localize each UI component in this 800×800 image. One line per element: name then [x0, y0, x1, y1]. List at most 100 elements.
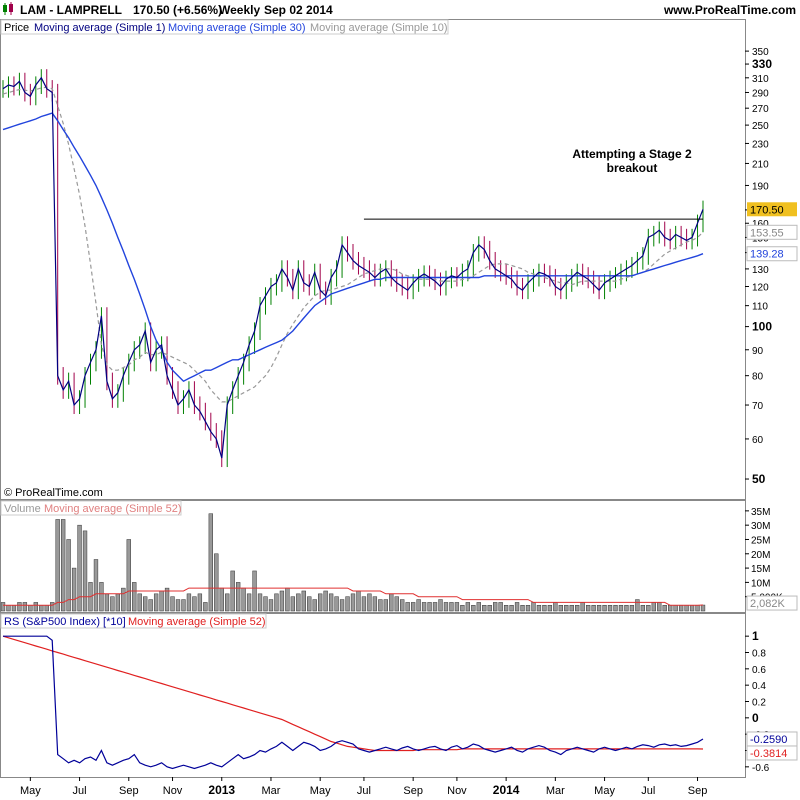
volume-bar	[203, 602, 208, 612]
price-plot	[2, 69, 704, 468]
chart-title: LAM - LAMPRELL	[20, 3, 122, 17]
volume-tick-label: 30M	[751, 521, 770, 532]
volume-bar	[591, 605, 596, 612]
volume-bar	[580, 602, 585, 612]
candle-logo-icon	[3, 2, 13, 15]
volume-bar	[148, 599, 153, 612]
volume-axis: 35M30M25M20M15M10M5,000K2,082K	[745, 507, 798, 611]
volume-bar	[471, 605, 476, 612]
volume-bar	[192, 596, 197, 612]
volume-bar	[225, 593, 230, 612]
x-tick-label: May	[594, 785, 615, 797]
volume-bar	[71, 567, 77, 612]
site-link[interactable]: www.ProRealTime.com	[663, 3, 796, 17]
volume-ma52-badge-bg	[746, 595, 798, 611]
volume-plot	[0, 513, 706, 612]
volume-bar	[110, 596, 115, 612]
legend-volume-ma52[interactable]: Moving average (Simple 52)	[44, 503, 182, 515]
x-tick-label: May	[20, 785, 41, 797]
legend-ma30[interactable]: Moving average (Simple 30)	[168, 22, 306, 34]
volume-tick-label: 15M	[751, 564, 770, 575]
rs-tick-label: -0.6	[752, 763, 770, 774]
volume-bar	[268, 599, 274, 612]
price-tick-label: 290	[752, 88, 769, 99]
volume-tick-label: 25M	[751, 535, 770, 546]
ma30-value-badge: 139.28	[750, 249, 784, 261]
volume-bar	[383, 599, 388, 612]
price-tick-label: 60	[752, 435, 764, 446]
volume-bar	[509, 605, 514, 612]
x-tick-label: Jul	[73, 785, 87, 797]
volume-bar	[651, 602, 656, 612]
price-tick-label: 80	[752, 372, 764, 383]
x-axis: May Jul Sep Nov 2013 Mar May Jul Sep Nov 2014 Mar Ma…	[20, 777, 707, 797]
volume-bar	[493, 602, 498, 612]
volume-bar	[356, 590, 361, 612]
rs-tick-label: 0.6	[752, 665, 766, 676]
volume-bar	[153, 593, 159, 612]
volume-bar	[175, 599, 181, 612]
volume-bar	[279, 590, 285, 612]
x-tick-label: Sep	[119, 785, 139, 797]
volume-bar	[22, 602, 28, 612]
copyright-label: © ProRealTime.com	[4, 487, 103, 499]
legend-ma10[interactable]: Moving average (Simple 10)	[310, 22, 448, 34]
price-tick-label: 310	[752, 74, 769, 85]
volume-bar	[602, 605, 607, 612]
volume-bar	[235, 582, 241, 612]
volume-bar	[394, 596, 399, 612]
volume-bar	[662, 605, 667, 612]
x-tick-label: Nov	[447, 785, 467, 797]
price-tick-label: 270	[752, 104, 769, 115]
price-tick-label: 110	[752, 302, 768, 313]
price-tick-label: 330	[752, 57, 772, 71]
volume-bar	[454, 602, 460, 612]
legend-ma1[interactable]: Moving average (Simple 1)	[34, 22, 165, 34]
volume-bar	[427, 602, 432, 612]
volume-bar	[558, 605, 563, 612]
price-legend: Price Moving average (Simple 1) Moving a…	[0, 19, 449, 35]
volume-bar	[443, 602, 449, 612]
x-tick-label: Mar	[546, 785, 565, 797]
volume-bar	[93, 559, 99, 612]
volume-bar	[460, 605, 465, 612]
volume-bar	[542, 605, 547, 612]
volume-bar	[531, 602, 536, 612]
last-price-badge: 170.50	[750, 204, 784, 216]
volume-ma52-badge: 2,082K	[750, 598, 786, 610]
volume-bar	[99, 582, 104, 612]
legend-rs[interactable]: RS (S&P500 Index) [*10]	[4, 616, 126, 628]
price-tick-label: 100	[752, 320, 772, 334]
rs-value-badge: -0.2590	[750, 734, 787, 746]
legend-price[interactable]: Price	[4, 22, 29, 34]
volume-bar	[410, 602, 416, 612]
volume-bar	[487, 605, 492, 612]
legend-volume[interactable]: Volume	[4, 503, 41, 515]
volume-bar	[350, 593, 356, 612]
rs-plot	[2, 635, 704, 770]
volume-bar	[159, 590, 164, 612]
volume-bar	[700, 604, 706, 612]
volume-bar	[673, 605, 678, 612]
ma30-value-badge-bg	[746, 246, 798, 262]
volume-bar	[596, 605, 602, 612]
volume-bar	[339, 599, 345, 612]
volume-bar	[695, 605, 700, 612]
volume-bar	[684, 605, 689, 612]
price-tick-label: 230	[752, 139, 769, 150]
volume-bar	[28, 605, 33, 612]
volume-bar	[575, 605, 580, 612]
volume-bar	[312, 599, 317, 612]
volume-bar	[646, 605, 651, 612]
date-label: Sep 02 2014	[264, 3, 333, 17]
price-tick-label: 130	[752, 265, 769, 276]
volume-bar	[503, 605, 509, 612]
volume-bar	[230, 570, 235, 612]
volume-bar	[635, 599, 640, 612]
volume-bar	[378, 599, 383, 612]
volume-bar	[33, 602, 38, 612]
legend-rs-ma52[interactable]: Moving average (Simple 52)	[128, 616, 266, 628]
volume-bar	[115, 593, 121, 612]
volume-bar	[405, 602, 410, 612]
volume-bar	[607, 605, 613, 612]
